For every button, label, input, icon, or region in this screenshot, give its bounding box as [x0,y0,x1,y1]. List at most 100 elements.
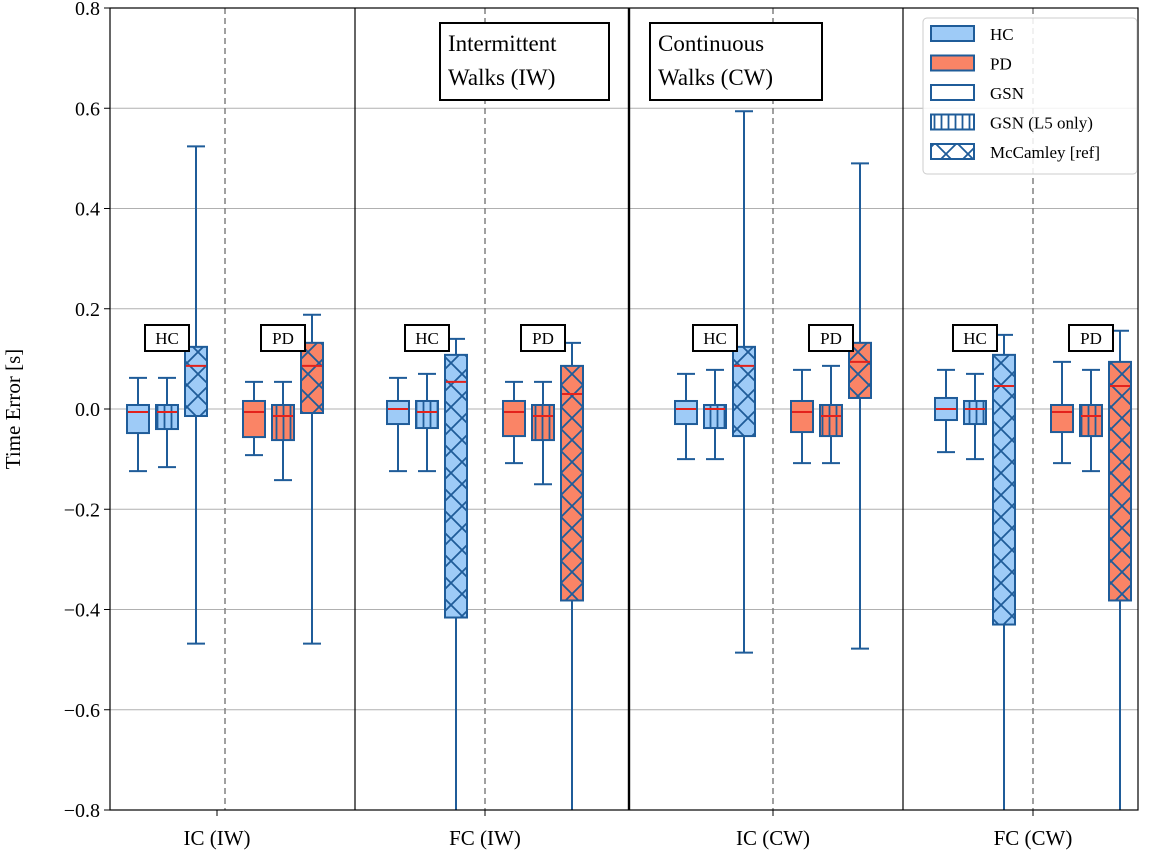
legend-item: PD [930,54,1012,74]
box-hc-0 [386,376,410,473]
y-axis: −0.8 −0.6 −0.4 −0.2 0.0 0.2 0.4 0.6 0.8 [64,0,110,822]
box-outline [674,399,698,426]
y-tick-label: −0.2 [64,499,100,521]
legend-swatch [930,25,975,42]
box-outline [184,345,208,418]
box-outline [703,403,727,430]
x-axis: IC (IW) FC (IW) IC (CW) FC (CW) [183,810,1072,850]
group-label-pd: PD [1068,324,1114,352]
box-hatch-cross [849,342,871,398]
group-label-box [1068,324,1114,352]
legend-label: HC [990,25,1014,44]
boxes [126,110,1132,810]
group-label-pd: PD [808,324,854,352]
box-hatch-cross [561,365,583,601]
box-hatch-vertical [272,404,294,441]
panel-title-box [649,22,823,101]
box-body [243,400,265,438]
legend-item: HC [930,25,1014,44]
legend-label: GSN [990,84,1024,103]
box-hatch-cross [301,342,323,414]
x-tick-label: FC (CW) [994,826,1073,850]
box-pd-2 [300,313,324,645]
panel-title: Continuous Walks (CW) [649,22,823,101]
box-hatch-vertical [1080,404,1102,437]
legend-swatch [930,54,975,72]
group-label-box [144,324,190,352]
group-label-text: HC [963,329,987,348]
x-tick-label: IC (CW) [736,826,810,850]
box-outline [819,403,843,438]
group-label-hc: HC [952,324,998,352]
group-label-box [520,324,566,352]
y-tick-label: 0.8 [75,0,100,20]
box-outline [155,403,179,431]
legend-item: GSN [930,84,1024,103]
group-label-text: HC [703,329,727,348]
panel-title: Intermittent Walks (IW) [439,22,610,101]
y-tick-label: 0.0 [75,399,100,421]
box-outline [732,345,756,438]
box-pd-1 [1079,368,1103,473]
box-outline [992,353,1016,626]
y-tick-label: −0.4 [64,600,100,622]
legend-item: McCamley [ref] [930,143,1100,162]
box-pd-0 [502,380,526,465]
box-body [1051,404,1073,433]
box-pd-2 [1108,329,1132,810]
box-hatch-cross [993,354,1015,625]
legend: HC PD GSN GSN (L5 only) McCamley [ref] [922,17,1138,175]
box-outline [444,353,468,619]
y-axis-label: Time Error [s] [1,349,25,470]
annotations: HC PD HC PD HC PD HC PD Intermittent Walks (IW) Co… [144,22,1114,352]
group-label-hc: HC [144,324,190,352]
box-pd-1 [819,364,843,465]
legend-label: McCamley [ref] [990,143,1100,162]
box-outline [531,403,555,442]
box-hc-0 [674,372,698,461]
box-outline [1079,403,1103,438]
box-hc-1 [703,368,727,461]
x-tick-label: IC (IW) [183,826,250,850]
box-hatch-vertical [416,400,438,429]
box-hc-2 [732,110,756,654]
legend-item: GSN (L5 only) [930,113,1093,133]
box-hatch-cross [445,354,467,618]
group-label-box [952,324,998,352]
box-outline [790,399,814,434]
group-label-box [808,324,854,352]
box-hc-2 [184,145,208,645]
y-tick-label: −0.8 [64,800,100,822]
panel-title-line2: Walks (IW) [448,65,555,90]
box-hatch-cross [1109,361,1131,601]
box-outline [300,341,324,415]
box-pd-0 [790,368,814,465]
box-hc-0 [126,376,150,473]
group-label-hc: HC [404,324,450,352]
y-tick-label: −0.6 [64,700,100,722]
box-body [127,404,149,434]
group-label-pd: PD [520,324,566,352]
box-outline [502,399,526,438]
box-outline [386,399,410,426]
box-outline [1108,360,1132,602]
group-label-box [260,324,306,352]
legend-label: PD [990,55,1012,74]
group-label-text: PD [820,329,842,348]
panel-separators [224,8,1034,810]
legend-swatch [930,84,975,101]
panel-title-line1: Intermittent [448,31,557,56]
box-pd-0 [242,380,266,457]
box-body [791,400,813,433]
legend-frame [922,17,1138,175]
box-pd-0 [1050,360,1074,465]
box-hc-1 [963,372,987,461]
box-outline [848,341,872,399]
x-tick-label: FC (IW) [449,826,521,850]
group-label-hc: HC [692,324,738,352]
box-pd-1 [271,380,295,482]
y-tick-label: 0.6 [75,98,100,120]
box-outline [560,364,584,602]
box-outline [934,396,958,422]
